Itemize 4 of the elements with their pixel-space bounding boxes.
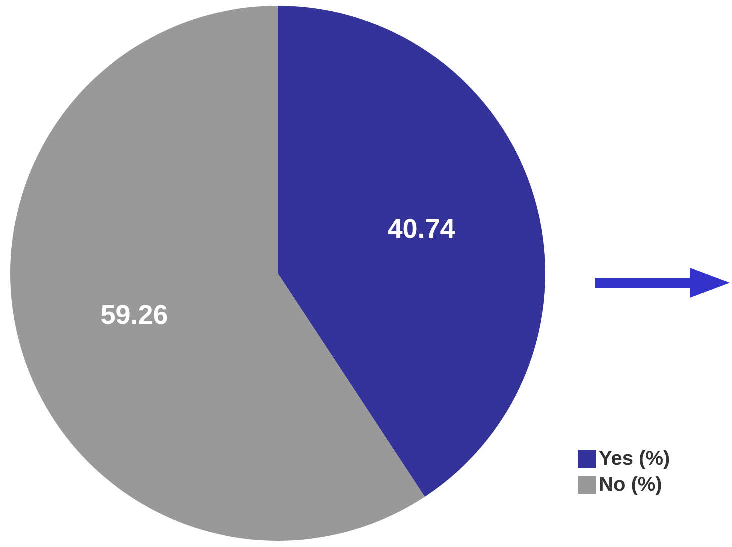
data-label: 59.26 (100, 300, 168, 330)
legend-label: No (%) (599, 474, 662, 496)
data-label: 40.74 (388, 214, 456, 244)
legend-label: Yes (%) (599, 448, 670, 470)
